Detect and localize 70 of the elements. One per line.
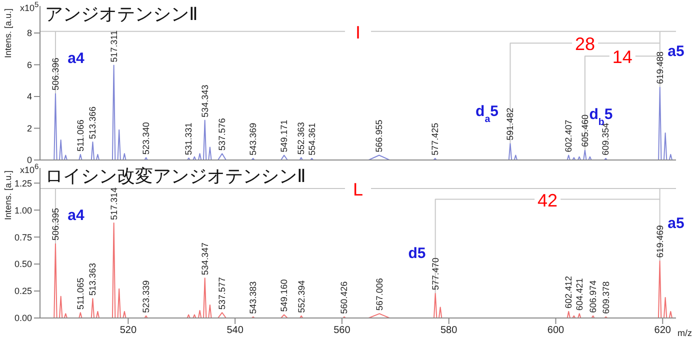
series-label: L bbox=[352, 180, 364, 200]
annotation: 591.482 bbox=[505, 108, 516, 140]
x-axis-title: m/z bbox=[678, 328, 692, 338]
annotation: 537.576 bbox=[217, 118, 228, 151]
annotation: 543.369 bbox=[248, 122, 258, 156]
annotation: a4 bbox=[68, 50, 85, 67]
annotation: 552.363 bbox=[296, 122, 306, 155]
x-tick-label: 560 bbox=[334, 325, 351, 336]
y-tick-label: 1.00 bbox=[14, 205, 32, 216]
annotation: 602.412 bbox=[564, 276, 574, 309]
annotation: 609.378 bbox=[600, 281, 611, 314]
x-tick-label: 600 bbox=[547, 325, 565, 336]
annotation: a5 bbox=[668, 43, 684, 60]
series-label: I bbox=[355, 22, 361, 42]
annotation: 513.366 bbox=[88, 106, 98, 140]
annotation: 602.407 bbox=[564, 120, 574, 152]
annotation: d5 bbox=[408, 245, 426, 262]
annotation: 531.331 bbox=[184, 122, 194, 156]
annotation: 523.339 bbox=[141, 280, 152, 313]
y-tick-label: 2 bbox=[26, 123, 32, 134]
annotation: 619.488 bbox=[654, 51, 665, 84]
y-axis-title: Intens. [a.u.] bbox=[3, 7, 13, 58]
annotation: 552.394 bbox=[296, 280, 306, 313]
x-tick-label: 580 bbox=[440, 325, 458, 336]
annotation: 609.354 bbox=[600, 122, 611, 156]
annotation: 566.955 bbox=[374, 120, 384, 152]
chart-title: ロイシン改変アンジオテンシンⅡ bbox=[45, 165, 306, 187]
annotation: a5 bbox=[668, 215, 684, 232]
y-tick-label: 0.50 bbox=[14, 259, 32, 270]
y-tick-label: 0.75 bbox=[14, 232, 32, 242]
annotation: 517.314 bbox=[108, 187, 119, 220]
chart-subtitle: x10$^{5}$ bbox=[20, 0, 39, 13]
x-tick-label: 540 bbox=[226, 325, 244, 336]
annotation: 605.460 bbox=[580, 114, 590, 147]
y-tick-label: 8 bbox=[26, 28, 32, 38]
series-label: 14 bbox=[612, 47, 632, 68]
annotation: 560.426 bbox=[339, 281, 350, 314]
annotation: d$_{a}$5 bbox=[476, 103, 498, 124]
annotation: 549.160 bbox=[279, 279, 290, 312]
annotation: 517.311 bbox=[108, 30, 119, 62]
annotation: 537.577 bbox=[217, 277, 228, 310]
annotation: 523.340 bbox=[141, 122, 152, 155]
y-tick-label: 0.00 bbox=[14, 313, 32, 324]
annotation: 513.363 bbox=[88, 263, 98, 296]
annotation: 577.425 bbox=[430, 122, 440, 156]
annotation: 554.361 bbox=[306, 122, 317, 156]
annotation: 567.006 bbox=[374, 278, 384, 311]
annotation: 511.065 bbox=[75, 278, 86, 310]
annotation: 506.396 bbox=[50, 58, 60, 90]
y-tick-label: 6 bbox=[26, 60, 32, 70]
annotation: 511.066 bbox=[75, 120, 86, 152]
x-tick-label: 520 bbox=[120, 325, 137, 336]
x-tick-label: 620 bbox=[654, 325, 672, 336]
annotation: 543.383 bbox=[248, 281, 258, 314]
annotation: 534.347 bbox=[200, 242, 210, 276]
y-axis-title: Intens. [a.u.] bbox=[3, 169, 13, 220]
annotation: 506.395 bbox=[50, 208, 60, 241]
y-tick-label: 0.25 bbox=[14, 286, 32, 296]
annotation: 534.343 bbox=[200, 84, 210, 118]
annotation: 619.469 bbox=[654, 225, 665, 258]
chart-title: アンジオテンシンⅡ bbox=[45, 3, 198, 25]
annotation: 604.421 bbox=[574, 278, 584, 311]
annotation: 577.470 bbox=[430, 258, 440, 290]
series-label: 28 bbox=[575, 34, 596, 54]
y-tick-label: 4 bbox=[26, 92, 32, 102]
annotation: a4 bbox=[68, 207, 85, 224]
y-tick-label: 1.25 bbox=[14, 178, 32, 188]
annotation: 606.974 bbox=[588, 280, 598, 313]
annotation: 549.171 bbox=[279, 120, 290, 152]
series-label: 42 bbox=[538, 190, 558, 210]
